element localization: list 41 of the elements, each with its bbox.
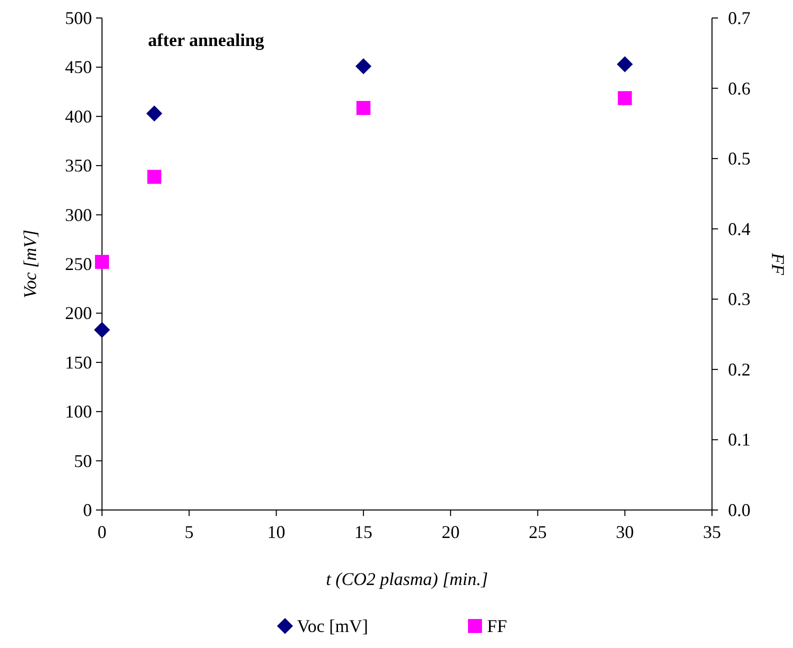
- y-tick-label: 400: [65, 106, 92, 126]
- point: [616, 56, 633, 72]
- point: [618, 91, 632, 106]
- x-axis-title: t (CO2 plasma) [min.]: [326, 569, 488, 589]
- y-tick-label: 100: [65, 402, 92, 422]
- y2-tick-label: 0.2: [728, 359, 750, 380]
- point: [356, 100, 370, 115]
- point: [94, 322, 110, 338]
- legend-label: Voc [mV]: [297, 616, 368, 636]
- y-tick-label: 250: [65, 254, 92, 274]
- annotation: after annealing: [148, 30, 264, 50]
- x-tick-label: 35: [703, 522, 721, 542]
- y2-tick-label: 0.6: [728, 78, 750, 98]
- x-tick-label: 30: [616, 522, 634, 542]
- y2-tick-label: 0.0: [728, 500, 750, 520]
- y-tick-label: 200: [65, 303, 92, 324]
- point: [95, 254, 109, 269]
- y2-axis-title: FF: [768, 252, 788, 276]
- y-tick-label: 350: [65, 156, 92, 176]
- y-tick-label: 500: [65, 8, 92, 28]
- legend-label: FF: [487, 616, 508, 636]
- y-tick-label: 150: [65, 352, 92, 372]
- x-tick-label: 20: [442, 522, 460, 542]
- y-tick-label: 450: [65, 57, 92, 78]
- y2-tick-label: 0.5: [728, 148, 750, 169]
- point: [146, 105, 162, 122]
- y-tick-label: 0: [83, 500, 92, 520]
- x-tick-label: 5: [184, 522, 194, 542]
- y2-tick-label: 0.3: [728, 289, 750, 310]
- x-tick-label: 0: [98, 522, 106, 542]
- x-tick-label: 25: [528, 522, 547, 542]
- y2-tick-label: 0.1: [728, 430, 750, 450]
- x-tick-label: 10: [267, 522, 286, 542]
- point: [355, 58, 372, 74]
- y-axis-title: Voc [mV]: [20, 230, 40, 298]
- y2-tick-label: 0.4: [728, 218, 750, 239]
- x-tick-label: 15: [354, 522, 372, 542]
- point: [147, 170, 162, 184]
- y-tick-label: 300: [65, 204, 92, 225]
- y-tick-label: 50: [74, 450, 92, 471]
- y2-tick-label: 0.7: [728, 8, 750, 28]
